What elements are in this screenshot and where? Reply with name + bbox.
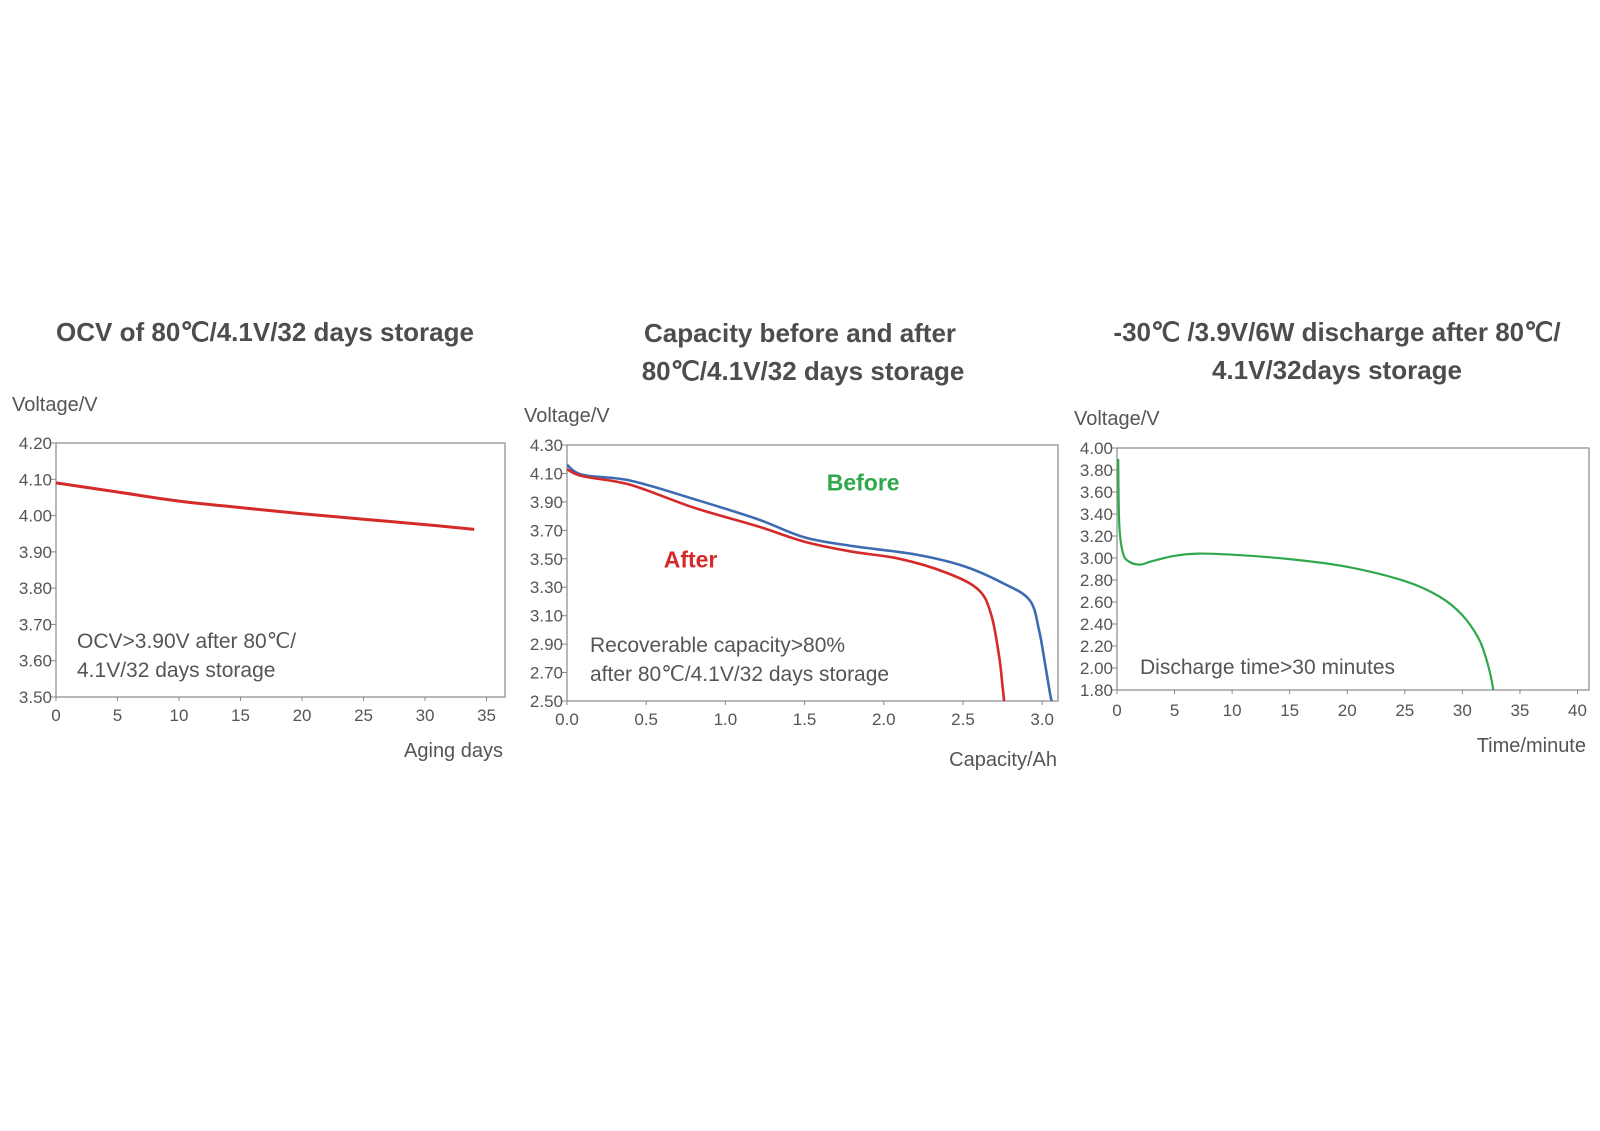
chart-discharge-title-line2: 4.1V/32days storage [1212, 355, 1462, 385]
chart-capacity-title-line2: 80℃/4.1V/32 days storage [642, 356, 965, 386]
chart-capacity-xtick-label: 3.0 [1030, 710, 1054, 729]
chart-ocv-xtick-label: 25 [354, 706, 373, 725]
chart-capacity-ytick-label: 2.90 [530, 635, 563, 654]
chart-capacity-frame [566, 444, 1059, 702]
chart-ocv-ytick-label: 3.90 [19, 543, 52, 562]
chart-discharge-xtick-label: 25 [1395, 701, 1414, 720]
chart-discharge-annotation: Discharge time>30 minutes [1140, 656, 1395, 679]
chart-ocv-xtick-label: 10 [170, 706, 189, 725]
chart-discharge-ytick-label: 3.20 [1080, 527, 1113, 546]
chart-discharge-title-line1: -30℃ /3.9V/6W discharge after 80℃/ [1113, 317, 1560, 347]
chart-discharge-ytick-label: 3.60 [1080, 483, 1113, 502]
chart-ocv-xtick-label: 20 [293, 706, 312, 725]
chart-discharge-ytick-label: 2.40 [1080, 615, 1113, 634]
chart-capacity-before-label: Before [827, 470, 900, 496]
chart-discharge: -30℃ /3.9V/6W discharge after 80℃/ 4.1V/… [1074, 317, 1590, 757]
chart-discharge-ytick-label: 2.20 [1080, 637, 1113, 656]
chart-discharge-ytick-label: 3.00 [1080, 549, 1113, 568]
chart-capacity-annotation-line2: after 80℃/4.1V/32 days storage [590, 663, 889, 686]
chart-discharge-xtick-label: 5 [1170, 701, 1179, 720]
chart-ocv-series-line [55, 481, 475, 531]
chart-ocv-xtick-label: 15 [231, 706, 250, 725]
chart-capacity-xtick-label: 0.0 [555, 710, 579, 729]
chart-capacity-ytick-label: 3.50 [530, 550, 563, 569]
chart-discharge-xtick-label: 35 [1510, 701, 1529, 720]
chart-discharge-series-line [1117, 458, 1495, 691]
chart-ocv-ytick-label: 4.10 [19, 470, 52, 489]
chart-ocv-xlabel: Aging days [404, 740, 503, 762]
chart-discharge-ytick-label: 2.80 [1080, 571, 1113, 590]
chart-capacity-ytick-label: 3.70 [530, 521, 563, 540]
chart-capacity-after-line [566, 468, 1006, 702]
chart-discharge-ytick-label: 2.00 [1080, 659, 1113, 678]
chart-ocv-ytick-label: 3.80 [19, 579, 52, 598]
chart-ocv-ytick-label: 3.60 [19, 652, 52, 671]
chart-ocv-xtick-label: 30 [416, 706, 435, 725]
chart-discharge-xtick-label: 10 [1223, 701, 1242, 720]
chart-discharge-ylabel: Voltage/V [1074, 408, 1160, 430]
chart-discharge-ytick-label: 4.00 [1080, 439, 1113, 458]
chart-discharge-xtick-label: 30 [1453, 701, 1472, 720]
chart-discharge-frame [1116, 447, 1590, 691]
chart-discharge-ytick-label: 3.40 [1080, 505, 1113, 524]
chart-capacity-ytick-label: 2.50 [530, 692, 563, 711]
chart-discharge-xtick-label: 15 [1280, 701, 1299, 720]
chart-discharge-xtick-label: 0 [1112, 701, 1121, 720]
chart-capacity-ytick-label: 2.70 [530, 664, 563, 683]
chart-capacity-ytick-label: 3.10 [530, 607, 563, 626]
chart-ocv-xtick-label: 0 [51, 706, 60, 725]
chart-ocv-ylabel: Voltage/V [12, 394, 98, 416]
chart-ocv: OCV of 80℃/4.1V/32 days storage Voltage/… [12, 317, 506, 762]
chart-capacity-ytick-label: 4.30 [530, 436, 563, 455]
chart-capacity-ytick-label: 4.10 [530, 464, 563, 483]
chart-ocv-ytick-label: 3.50 [19, 688, 52, 707]
chart-ocv-frame [55, 442, 506, 698]
chart-ocv-title: OCV of 80℃/4.1V/32 days storage [56, 317, 474, 347]
chart-discharge-xtick-label: 40 [1568, 701, 1587, 720]
chart-capacity-before-line [566, 463, 1053, 702]
chart-capacity-annotation-line1: Recoverable capacity>80% [590, 634, 845, 657]
chart-capacity-after-label: After [664, 546, 718, 572]
chart-ocv-xtick-label: 35 [477, 706, 496, 725]
chart-capacity-ytick-label: 3.90 [530, 493, 563, 512]
chart-capacity-xtick-label: 1.0 [714, 710, 738, 729]
chart-capacity-xtick-label: 0.5 [634, 710, 658, 729]
chart-ocv-ytick-label: 4.00 [19, 507, 52, 526]
chart-capacity-xtick-label: 2.5 [951, 710, 975, 729]
chart-discharge-ytick-label: 2.60 [1080, 593, 1113, 612]
chart-discharge-xtick-label: 20 [1338, 701, 1357, 720]
chart-ocv-annotation-line2: 4.1V/32 days storage [77, 659, 275, 682]
chart-discharge-xlabel: Time/minute [1477, 735, 1586, 757]
chart-capacity-ytick-label: 3.30 [530, 578, 563, 597]
chart-ocv-annotation-line1: OCV>3.90V after 80℃/ [77, 630, 296, 653]
chart-ocv-ytick-label: 4.20 [19, 434, 52, 453]
chart-discharge-ytick-label: 3.80 [1080, 461, 1113, 480]
chart-capacity-xlabel: Capacity/Ah [949, 749, 1057, 771]
chart-capacity-title-line1: Capacity before and after [644, 318, 956, 348]
chart-capacity: Capacity before and after 80℃/4.1V/32 da… [524, 318, 1059, 771]
chart-capacity-xtick-label: 2.0 [872, 710, 896, 729]
chart-capacity-xtick-label: 1.5 [793, 710, 817, 729]
chart-discharge-ytick-label: 1.80 [1080, 681, 1113, 700]
chart-capacity-ylabel: Voltage/V [524, 405, 610, 427]
chart-ocv-ytick-label: 3.70 [19, 615, 52, 634]
chart-ocv-xtick-label: 5 [113, 706, 122, 725]
